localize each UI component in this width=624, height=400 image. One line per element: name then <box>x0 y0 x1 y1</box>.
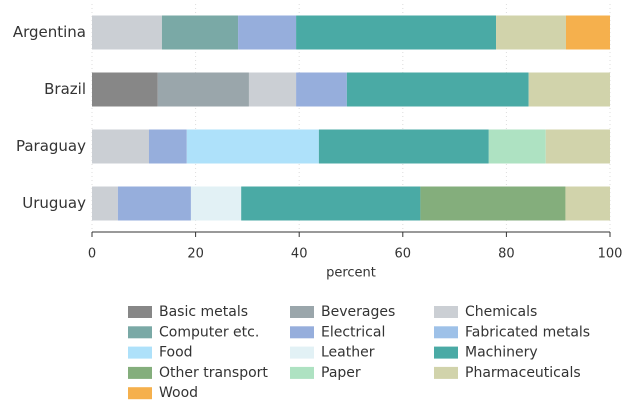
legend-swatch <box>128 387 152 400</box>
bar-segment <box>565 15 610 50</box>
legend-swatch <box>128 346 152 359</box>
bar-segment <box>528 72 610 107</box>
y-tick-label: Uruguay <box>22 194 86 212</box>
legend-label: Beverages <box>321 304 395 320</box>
x-tick-label: 40 <box>291 247 308 262</box>
y-tick-label: Brazil <box>44 80 86 98</box>
bar-segment <box>346 72 529 107</box>
legend-label: Basic metals <box>159 304 248 320</box>
bar-segment <box>496 15 566 50</box>
x-tick-label: 20 <box>187 247 204 262</box>
bar-segment <box>248 72 297 107</box>
legend-label: Computer etc. <box>159 324 259 340</box>
bar-segment <box>296 15 497 50</box>
x-axis-label: percent <box>326 266 376 281</box>
bar-segment <box>148 129 187 164</box>
legend-swatch <box>128 326 152 339</box>
legend-label: Wood <box>159 385 198 400</box>
legend-swatch <box>128 366 152 379</box>
legend-label: Electrical <box>321 324 385 340</box>
legend-swatch <box>434 326 458 339</box>
x-tick-label: 0 <box>88 247 96 262</box>
legend-label: Pharmaceuticals <box>465 365 581 381</box>
bar-segment <box>296 72 347 107</box>
legend-label: Machinery <box>465 345 538 361</box>
legend-label: Paper <box>321 365 361 381</box>
bar-segment <box>545 129 610 164</box>
legend-swatch <box>434 346 458 359</box>
bar-segment <box>157 72 249 107</box>
bar-segment <box>488 129 546 164</box>
bar-segment <box>318 129 489 164</box>
bar-segment <box>117 186 191 221</box>
x-tick-label: 60 <box>395 247 412 262</box>
y-tick-label: Argentina <box>13 23 86 41</box>
legend-swatch <box>128 306 152 318</box>
bar-segment <box>92 186 118 221</box>
y-tick-label: Paraguay <box>16 137 86 155</box>
bar-segment <box>92 15 162 50</box>
bar-segment <box>92 129 149 164</box>
bar-segment <box>92 72 158 107</box>
bar-segment <box>161 15 239 50</box>
x-tick-label: 100 <box>598 247 623 262</box>
legend-swatch <box>434 366 458 379</box>
legend-label: Leather <box>321 345 375 361</box>
legend-swatch <box>434 306 458 318</box>
bar-segment <box>238 15 297 50</box>
x-tick-label: 80 <box>498 247 515 262</box>
legend-swatch <box>290 346 314 359</box>
bar-segment <box>420 186 566 221</box>
bar-segment <box>241 186 421 221</box>
legend-label: Chemicals <box>465 304 537 320</box>
legend-swatch <box>290 366 314 379</box>
bar-segment <box>190 186 242 221</box>
legend-label: Food <box>159 345 193 361</box>
bar-segment <box>565 186 610 221</box>
legend-swatch <box>290 326 314 339</box>
legend-label: Other transport <box>159 365 268 381</box>
bar-segment <box>186 129 319 164</box>
legend-label: Fabricated metals <box>465 324 590 340</box>
legend-swatch <box>290 306 314 318</box>
